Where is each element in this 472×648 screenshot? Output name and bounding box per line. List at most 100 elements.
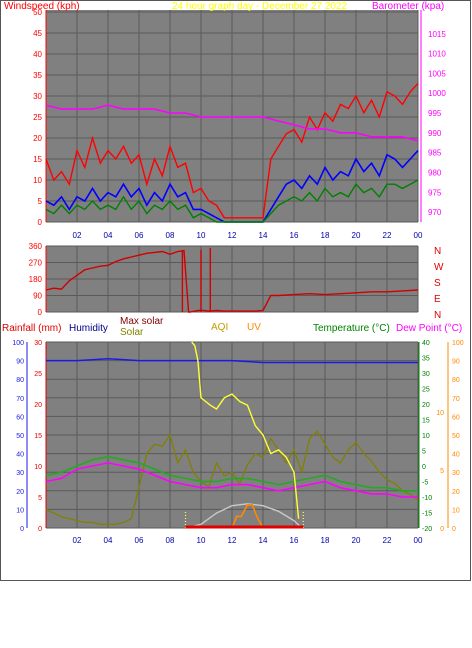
wind-ytick-right: 1010 [428, 50, 446, 59]
env-ytick-solar: 80 [452, 377, 460, 384]
dir-compass-label: N [434, 310, 441, 321]
env-xtick: 00 [414, 536, 423, 545]
wind-xtick: 04 [104, 231, 113, 240]
wind-xtick: 16 [290, 231, 299, 240]
env-xtick: 08 [166, 536, 175, 545]
env-xtick: 14 [259, 536, 268, 545]
env-ytick-humidity: 60 [16, 414, 24, 421]
env-label-temperature: Temperature (°C) [313, 323, 390, 334]
wind-ylabel-right: Barometer (kpa) [372, 1, 444, 12]
env-xtick: 20 [352, 536, 361, 545]
wind-ytick-left: 15 [33, 155, 42, 164]
dir-compass-label: S [434, 278, 441, 289]
env-ytick-temp: 30 [422, 371, 430, 378]
env-ytick-solar: 10 [452, 507, 460, 514]
env-ytick-solar: 60 [452, 414, 460, 421]
env-ytick-humidity: 100 [12, 340, 24, 347]
wind-ytick-left: 10 [33, 176, 42, 185]
env-ytick-temp: 10 [422, 433, 430, 440]
env-ytick-humidity: 50 [16, 433, 24, 440]
wind-xtick: 10 [197, 231, 206, 240]
wind-series-barometer [45, 104, 419, 142]
wind-series-gust [45, 82, 419, 219]
env-ytick-humidity: 40 [16, 452, 24, 459]
env-label-humidity: Humidity [69, 323, 108, 334]
env-ytick-temp: 15 [422, 418, 430, 425]
env-ytick-temp: 0 [422, 464, 426, 471]
env-ytick-humidity: 30 [16, 470, 24, 477]
env-series-solar [45, 430, 419, 525]
wind-xtick: 22 [383, 231, 392, 240]
wind-ytick-right: 970 [428, 208, 442, 217]
env-xtick: 10 [197, 536, 206, 545]
wind-ytick-right: 1005 [428, 69, 446, 78]
env-series-temperature [45, 455, 418, 492]
wind-ytick-left: 50 [33, 8, 42, 17]
wind-ytick-left: 35 [33, 71, 42, 80]
env-ytick-temp: 25 [422, 387, 430, 394]
wind-ytick-left: 25 [33, 113, 42, 122]
env-series-humidity [46, 357, 418, 364]
wind-ytick-left: 40 [33, 50, 42, 59]
env-series-max_solar [185, 503, 303, 529]
env-label-uv: UV [247, 322, 261, 333]
wind-ytick-right: 995 [428, 109, 442, 118]
env-ytick-solar: 100 [452, 340, 464, 347]
env-ytick-humidity: 20 [16, 489, 24, 496]
env-ytick-temp: -15 [422, 511, 432, 518]
wind-xtick: 12 [228, 231, 237, 240]
env-label-aqi: AQI [211, 322, 228, 333]
env-ytick-rain: 15 [34, 433, 42, 440]
env-ytick-humidity: 10 [16, 507, 24, 514]
env-ytick-solar: 30 [452, 470, 460, 477]
wind-ytick-right: 1000 [428, 89, 446, 98]
env-ytick-rain: 10 [34, 464, 42, 471]
env-xtick: 04 [104, 536, 113, 545]
env-ytick-humidity: 0 [20, 526, 24, 533]
wind-ytick-right: 1015 [428, 30, 446, 39]
env-ytick-uv: 5 [440, 468, 444, 475]
wind-ylabel-left: Windspeed (kph) [4, 1, 80, 12]
wind-ytick-right: 990 [428, 129, 442, 138]
env-ytick-solar: 70 [452, 396, 460, 403]
env-ytick-uv: 0 [440, 526, 444, 533]
env-ytick-rain: 0 [38, 526, 42, 533]
env-ytick-humidity: 70 [16, 396, 24, 403]
env-xtick: 18 [321, 536, 330, 545]
dir-compass-label: W [434, 262, 444, 273]
env-ytick-rain: 20 [34, 402, 42, 409]
env-label-rainfall: Rainfall (mm) [2, 323, 61, 334]
env-label-dewpoint: Dew Point (°C) [396, 323, 462, 334]
dir-ytick: 0 [38, 308, 43, 317]
wind-ytick-left: 45 [33, 29, 42, 38]
wind-ytick-right: 985 [428, 149, 442, 158]
outer-frame [0, 0, 471, 581]
wind-ytick-right: 975 [428, 188, 442, 197]
env-xtick: 22 [383, 536, 392, 545]
env-xtick: 12 [228, 536, 237, 545]
env-ytick-rain: 5 [38, 495, 42, 502]
env-ytick-solar: 40 [452, 452, 460, 459]
dir-compass-label: N [434, 246, 441, 257]
env-ytick-temp: 20 [422, 402, 430, 409]
dir-ytick: 180 [29, 275, 43, 284]
env-ytick-temp: 40 [422, 340, 430, 347]
env-label-solar: Solar [120, 327, 144, 338]
wind-ytick-right: 980 [428, 168, 442, 177]
env-xtick: 16 [290, 536, 299, 545]
wind-ytick-left: 5 [38, 197, 43, 206]
wind-xtick: 20 [352, 231, 361, 240]
env-series-uv [231, 504, 264, 529]
env-ytick-humidity: 80 [16, 377, 24, 384]
env-ytick-rain: 25 [34, 371, 42, 378]
dir-ytick: 90 [33, 292, 42, 301]
wind-series-wind_avg [45, 179, 419, 223]
env-ytick-solar: 50 [452, 433, 460, 440]
dir-ytick: 360 [29, 242, 43, 251]
env-ytick-uv: 10 [436, 410, 444, 417]
env-xtick: 06 [135, 536, 144, 545]
env-ytick-solar: 90 [452, 359, 460, 366]
wind-ytick-left: 30 [33, 92, 42, 101]
